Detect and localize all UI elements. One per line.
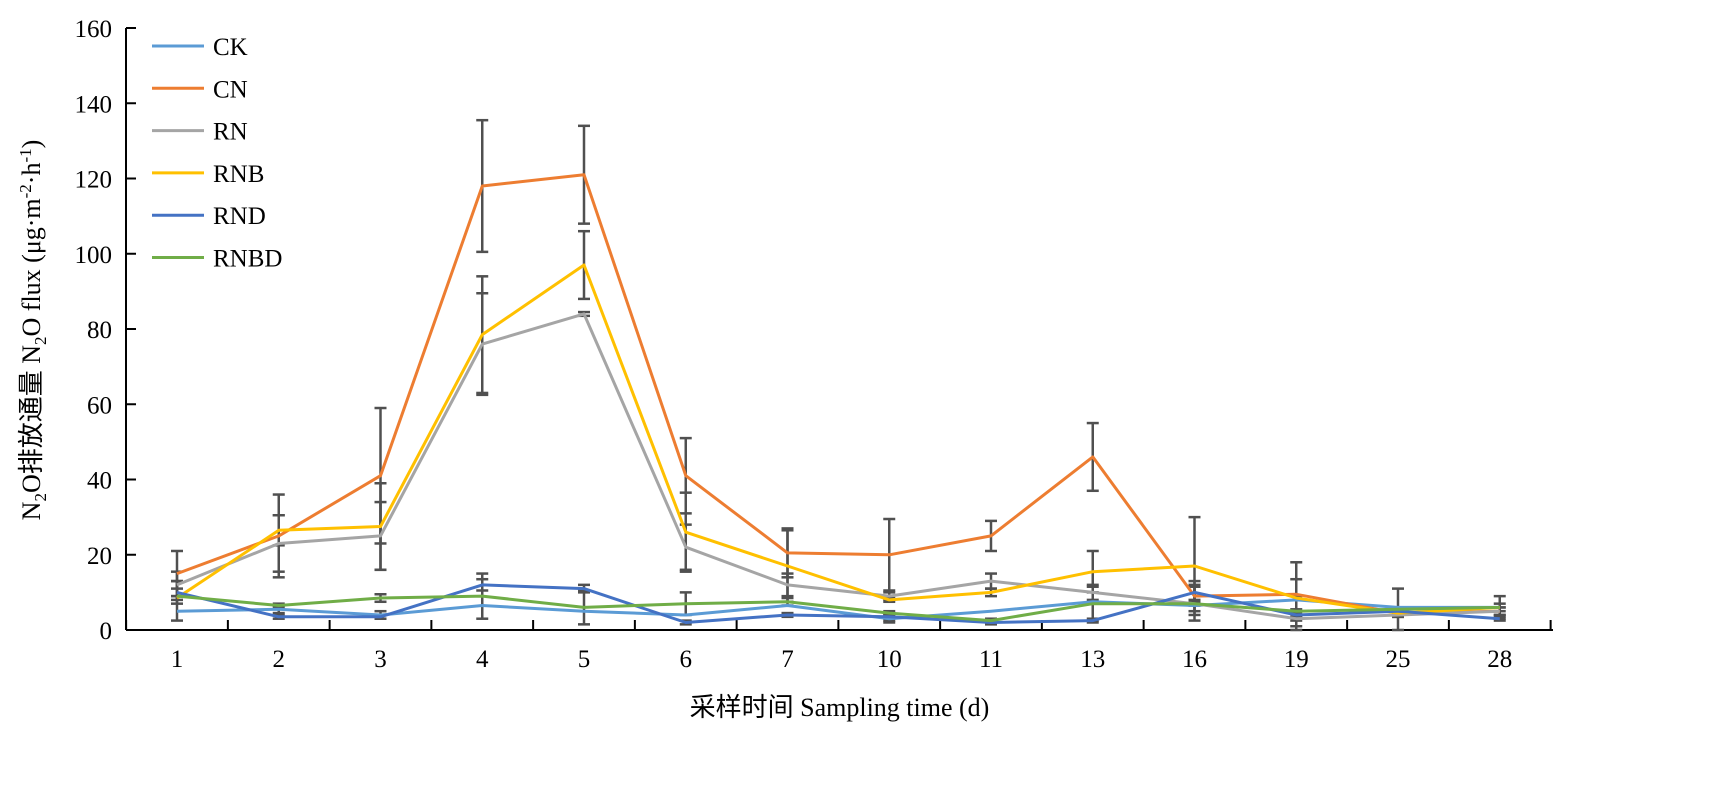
axis-titles: 采样时间 Sampling time (d) N2O排放通量 N2O flux …	[16, 140, 989, 722]
y-tick-label: 140	[75, 91, 113, 118]
y-tick-label: 100	[75, 242, 113, 269]
x-tick-label: 25	[1386, 646, 1411, 673]
y-tick-label: 120	[75, 167, 113, 194]
y-tick-label: 160	[75, 16, 113, 43]
series-line-rnbd	[176, 594, 1500, 623]
y-axis-title-superscript: -2	[16, 184, 35, 198]
legend-label-rnb: RNB	[213, 161, 264, 188]
y-axis-title-superscript: -1	[16, 148, 35, 162]
legend-label-ck: CK	[213, 34, 248, 61]
y-tick-label: 80	[87, 317, 112, 344]
series-lines	[176, 173, 1500, 624]
x-tick-label: 4	[476, 646, 489, 673]
x-tick-label: 2	[273, 646, 286, 673]
x-axis-title: 采样时间 Sampling time (d)	[690, 693, 990, 722]
x-tick-label: 1	[171, 646, 184, 673]
legend-label-cn: CN	[213, 76, 248, 103]
x-tick-label: 5	[578, 646, 591, 673]
y-axis-title-part: ·h	[17, 163, 46, 185]
y-axis-title: N2O排放通量 N2O flux (μg·m-2·h-1)	[16, 140, 50, 521]
y-axis-title-part: N	[17, 501, 46, 520]
y-tick-label: 20	[87, 543, 112, 570]
x-tick-label: 11	[979, 646, 1003, 673]
legend-label-rn: RN	[213, 119, 248, 146]
x-tick-label: 28	[1487, 646, 1512, 673]
legend: CK CN RN RNB RND RNBD	[152, 34, 282, 273]
x-tick-label: 3	[374, 646, 387, 673]
y-tick-label: 0	[100, 618, 113, 645]
y-axis-title-subscript: 2	[31, 493, 50, 502]
x-tick-label: 6	[680, 646, 693, 673]
y-axis-title-part: )	[17, 140, 46, 149]
x-tick-label: 16	[1182, 646, 1207, 673]
y-tick-label: 40	[87, 468, 112, 495]
x-tick-label: 10	[877, 646, 902, 673]
series-line-rn	[176, 312, 1500, 621]
y-tick-label: 60	[87, 392, 112, 419]
series-line-cn	[176, 173, 1500, 615]
x-tick-label: 7	[781, 646, 794, 673]
series-line-ck	[176, 598, 1500, 621]
x-tick-label: 13	[1080, 646, 1105, 673]
x-tick-label: 19	[1284, 646, 1309, 673]
legend-label-rnd: RND	[213, 203, 266, 230]
y-axis-title-part: O flux (μg·m	[17, 198, 46, 336]
axes: 0 20 40 60 80 100 120 140 160 1 2 3 4 5 6 7 10 11 13 16 19 25…	[75, 16, 1553, 673]
legend-label-rnbd: RNBD	[213, 246, 282, 273]
series-line-rnb	[176, 263, 1500, 615]
y-axis-title-part: O排放通量 N	[17, 345, 46, 493]
y-axis-title-subscript: 2	[31, 336, 50, 345]
